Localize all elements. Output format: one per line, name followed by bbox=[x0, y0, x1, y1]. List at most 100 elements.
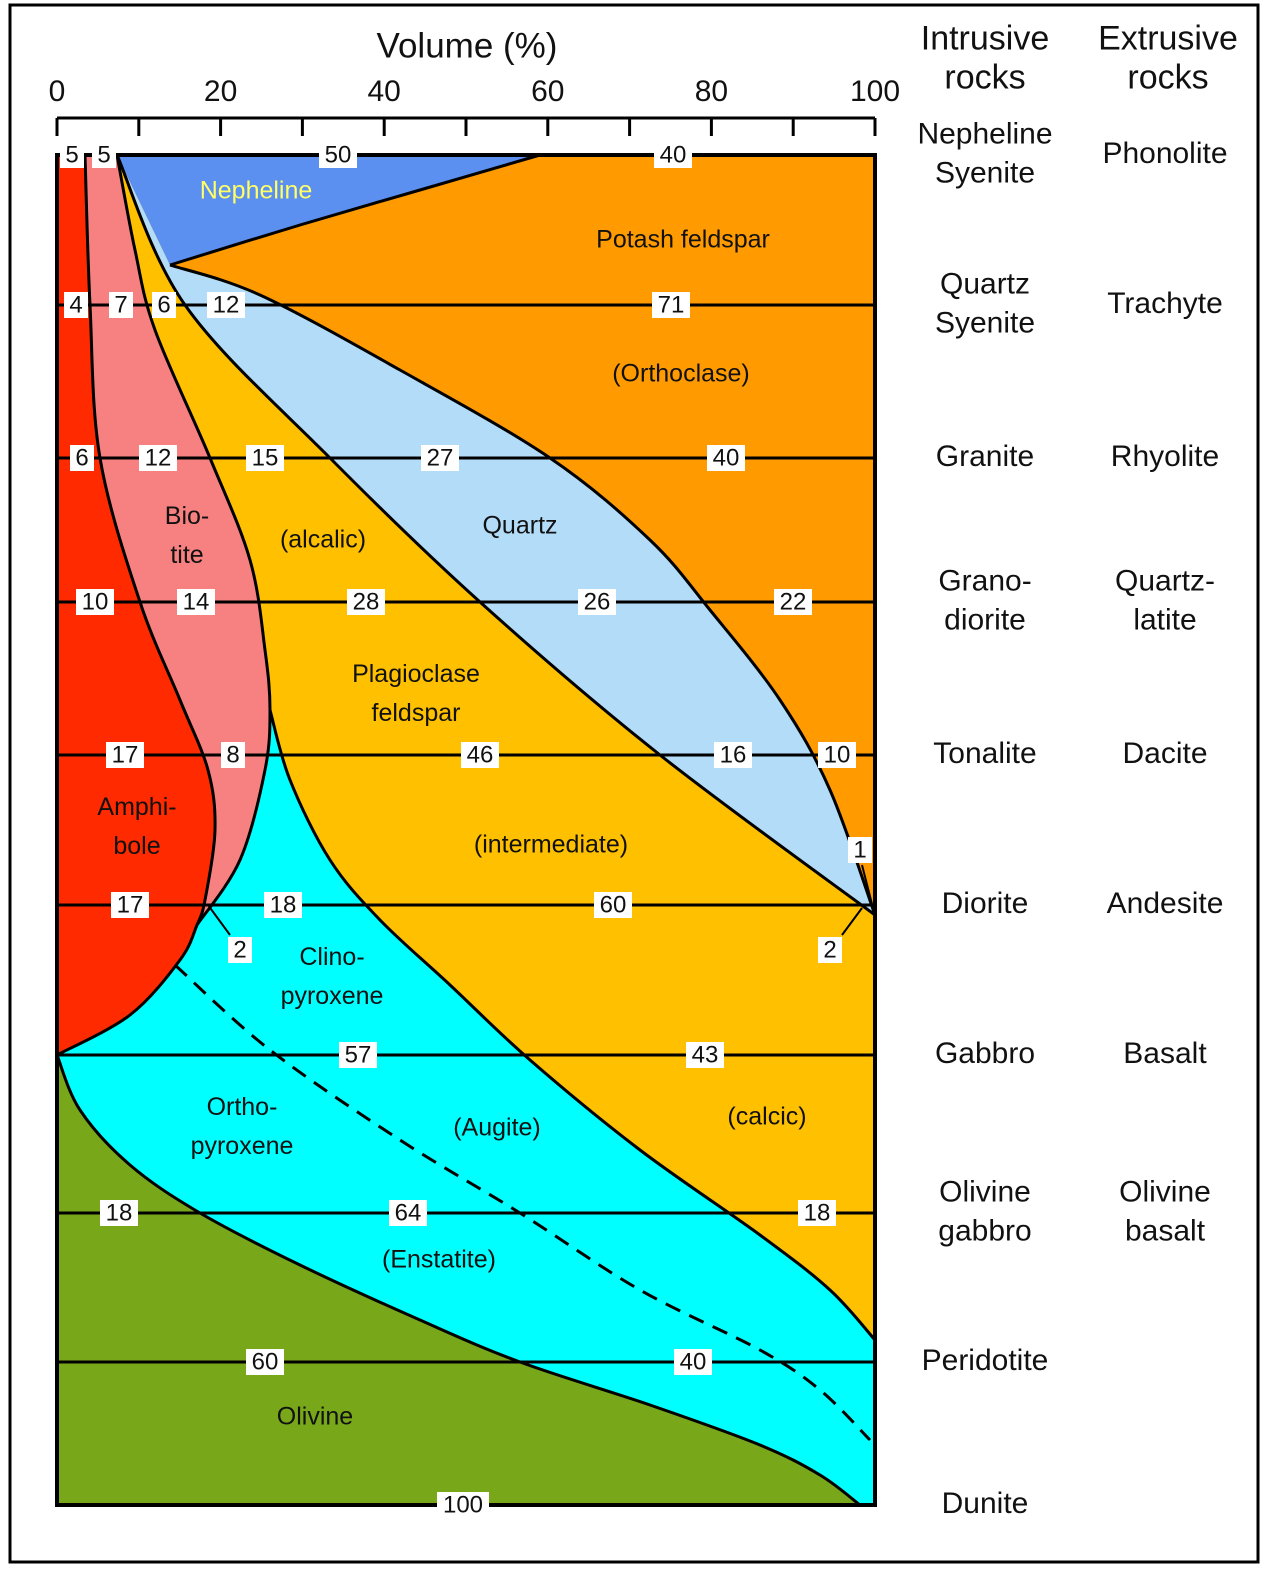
boundary bbox=[169, 263, 877, 916]
leader-line bbox=[841, 907, 863, 936]
region-label: feldspar bbox=[372, 699, 461, 727]
value-box bbox=[64, 292, 88, 318]
value-label: 15 bbox=[252, 444, 279, 471]
value-label: 6 bbox=[157, 291, 170, 318]
region-label: (intermediate) bbox=[474, 831, 628, 859]
intrusive-rock: diorite bbox=[944, 603, 1026, 636]
value-label: 71 bbox=[658, 291, 685, 318]
leader-line bbox=[861, 864, 874, 909]
value-label: 64 bbox=[395, 1199, 422, 1226]
value-label: 12 bbox=[145, 444, 172, 471]
value-label: 1 bbox=[853, 836, 866, 863]
value-label: 100 bbox=[443, 1491, 483, 1518]
intrusive-rock: Grano- bbox=[938, 564, 1031, 597]
value-label: 16 bbox=[720, 741, 747, 768]
value-box bbox=[461, 742, 499, 768]
value-box bbox=[347, 589, 385, 615]
intrusive-rock: Peridotite bbox=[922, 1344, 1049, 1377]
value-label: 6 bbox=[75, 444, 88, 471]
quartz-region bbox=[117, 155, 875, 915]
value-box bbox=[221, 742, 245, 768]
value-label: 4 bbox=[69, 291, 82, 318]
value-label: 12 bbox=[213, 291, 240, 318]
intrusive-rock: Syenite bbox=[935, 156, 1035, 189]
value-box bbox=[177, 589, 215, 615]
value-box bbox=[714, 742, 752, 768]
value-label: 10 bbox=[82, 588, 109, 615]
value-box bbox=[152, 292, 176, 318]
value-label: 40 bbox=[680, 1348, 707, 1375]
value-label: 10 bbox=[824, 741, 851, 768]
region-label: (Orthoclase) bbox=[612, 360, 750, 388]
value-label: 22 bbox=[780, 588, 807, 615]
value-box bbox=[818, 742, 856, 768]
intrusive-rock: gabbro bbox=[938, 1214, 1031, 1247]
value-label: 40 bbox=[713, 444, 740, 471]
intrusive-rock: Gabbro bbox=[935, 1037, 1035, 1070]
value-label: 17 bbox=[112, 741, 139, 768]
region-label: Amphi- bbox=[97, 793, 176, 821]
value-box bbox=[76, 589, 114, 615]
region-label: Olivine bbox=[277, 1403, 353, 1431]
value-box bbox=[578, 589, 616, 615]
region-label: (calcic) bbox=[727, 1103, 806, 1131]
value-label: 17 bbox=[117, 891, 144, 918]
value-box bbox=[674, 1349, 712, 1375]
value-label: 18 bbox=[270, 891, 297, 918]
intrusive-rock: Quartz bbox=[940, 267, 1030, 300]
region-label: Clino- bbox=[299, 943, 364, 971]
intrusive-rock: Olivine bbox=[939, 1175, 1031, 1208]
column-header: Intrusive bbox=[921, 19, 1050, 57]
value-label: 5 bbox=[97, 141, 110, 168]
region-label: (Augite) bbox=[453, 1114, 541, 1142]
boundary bbox=[55, 1054, 861, 1507]
value-box bbox=[139, 445, 177, 471]
intrusive-rock: Nepheline bbox=[917, 117, 1052, 150]
extrusive-rock: Rhyolite bbox=[1111, 440, 1219, 473]
axis-title: Volume (%) bbox=[377, 26, 558, 65]
boundary bbox=[268, 709, 877, 1342]
value-label: 27 bbox=[427, 444, 454, 471]
region-label: Potash feldspar bbox=[596, 226, 770, 254]
leader-line bbox=[207, 904, 231, 936]
amphibole-region bbox=[57, 155, 216, 1055]
value-box bbox=[109, 292, 133, 318]
extrusive-rock: Quartz- bbox=[1115, 564, 1215, 597]
region-label: Quartz bbox=[482, 512, 557, 540]
value-label: 18 bbox=[804, 1199, 831, 1226]
intrusive-rock: Syenite bbox=[935, 306, 1035, 339]
value-box bbox=[319, 142, 357, 168]
value-box bbox=[92, 142, 116, 168]
value-label: 60 bbox=[252, 1348, 279, 1375]
olivine-region bbox=[57, 1055, 860, 1505]
extrusive-rock: Trachyte bbox=[1107, 287, 1223, 320]
value-box bbox=[594, 892, 632, 918]
value-box bbox=[652, 292, 690, 318]
boundary bbox=[56, 154, 217, 1057]
value-box bbox=[207, 292, 245, 318]
value-box bbox=[111, 892, 149, 918]
intrusive-rock: Diorite bbox=[942, 887, 1029, 920]
region-label: Ortho- bbox=[207, 1093, 278, 1121]
tick-label: 0 bbox=[49, 75, 66, 108]
extrusive-rock: Basalt bbox=[1123, 1037, 1207, 1070]
value-label: 14 bbox=[183, 588, 210, 615]
tick-label: 80 bbox=[695, 75, 728, 108]
value-box bbox=[798, 1200, 836, 1226]
value-box bbox=[389, 1200, 427, 1226]
value-box bbox=[246, 445, 284, 471]
tick-label: 40 bbox=[368, 75, 401, 108]
region-label: Nepheline bbox=[200, 177, 313, 205]
value-box bbox=[686, 1042, 724, 1068]
value-label: 28 bbox=[353, 588, 380, 615]
extrusive-rock: basalt bbox=[1125, 1214, 1206, 1247]
extrusive-rock: Phonolite bbox=[1102, 137, 1227, 170]
boundary bbox=[115, 154, 272, 926]
region-label: pyroxene bbox=[281, 982, 384, 1010]
value-box bbox=[707, 445, 745, 471]
value-box bbox=[654, 142, 692, 168]
region-label: Plagioclase bbox=[352, 660, 480, 688]
value-box bbox=[70, 445, 94, 471]
